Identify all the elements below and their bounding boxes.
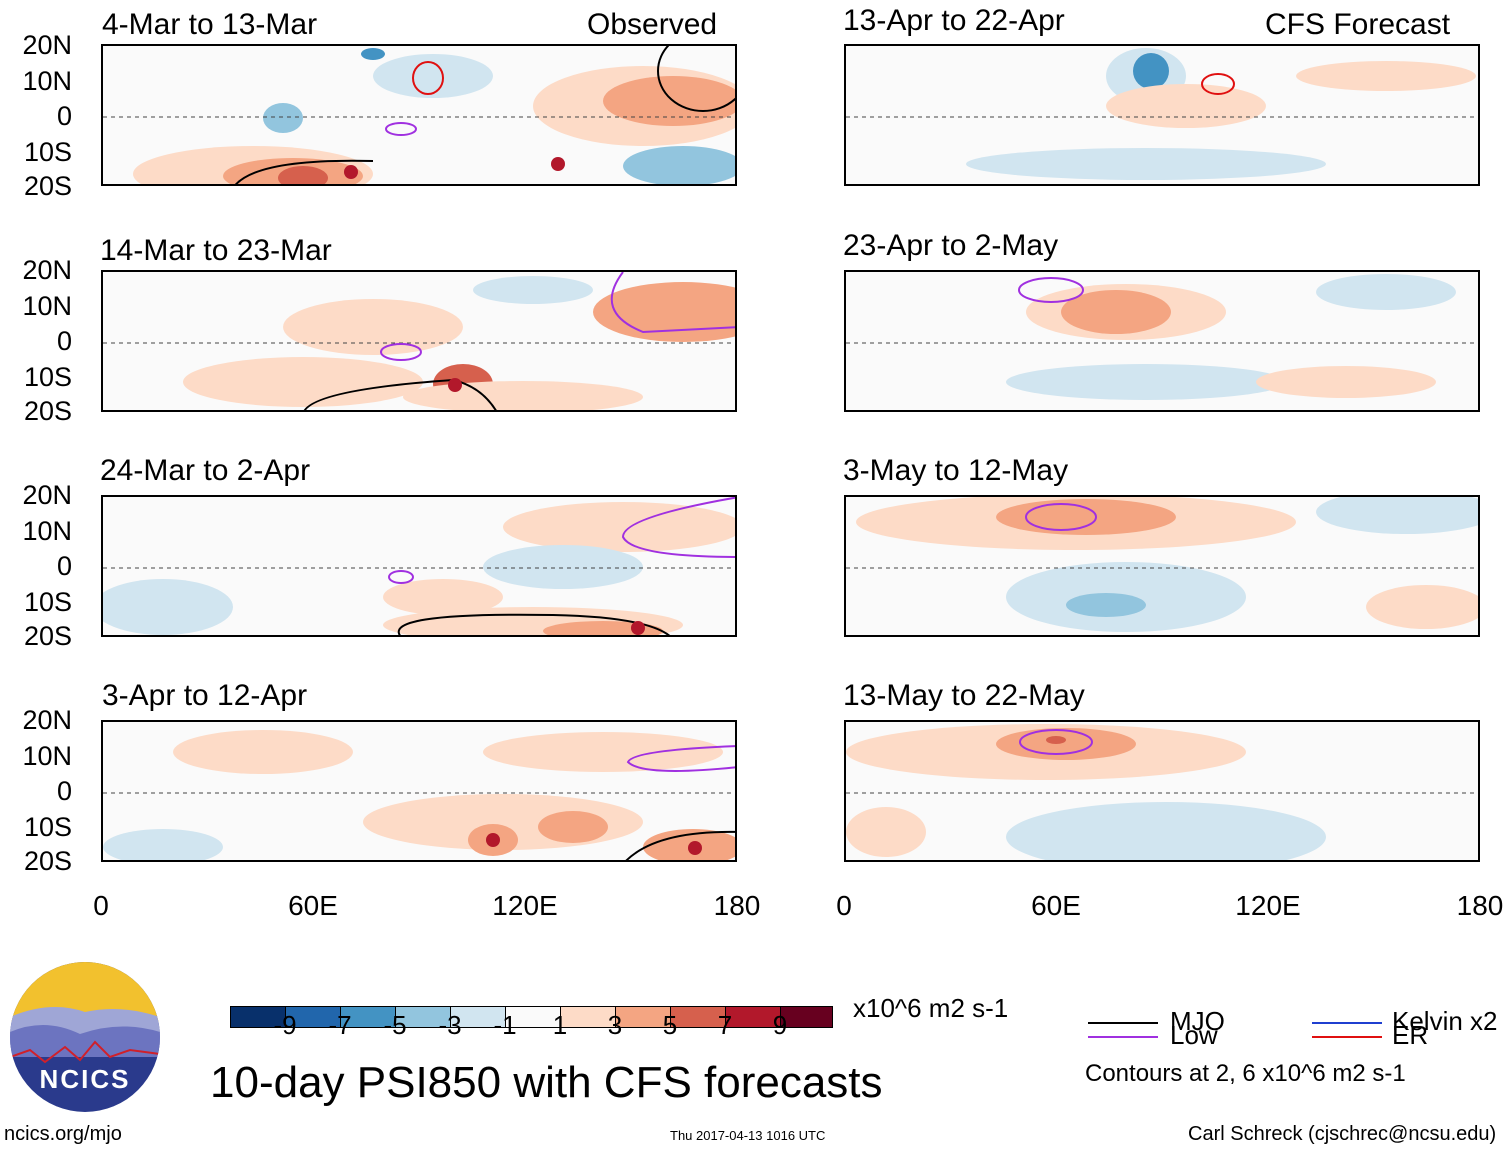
x-tick-label: 0: [836, 890, 852, 921]
y-tick-label: 0: [56, 551, 72, 581]
panel-5-field: [846, 48, 1478, 180]
units-label: x10^6 m2 s-1: [853, 993, 1009, 1023]
observed-label: Observed: [587, 8, 718, 41]
panel-3-field: [103, 497, 735, 635]
legend-swatch: [1312, 1036, 1382, 1038]
y-tick-label: 0: [56, 101, 72, 131]
site-link[interactable]: ncics.org/mjo: [4, 1123, 122, 1145]
y-tick-label: 20S: [23, 396, 72, 426]
y-tick-label: 10N: [22, 66, 72, 96]
y-tick-label: 10N: [22, 741, 72, 771]
panel-title-4: 3-Apr to 12-Apr: [102, 679, 308, 712]
legend-item: Kelvin x2: [1392, 1006, 1498, 1036]
x-tick-label: 180: [1456, 890, 1504, 921]
colorbar-label: 7: [717, 1010, 733, 1040]
legend-swatch: [1312, 1022, 1382, 1024]
colorbar-label: 9: [772, 1010, 788, 1040]
colorbar-swatch: [780, 1006, 833, 1028]
y-tick-label: 20S: [23, 621, 72, 651]
y-tick-label: 20S: [23, 846, 72, 876]
map-panel-5: [844, 44, 1480, 186]
map-panel-7: [844, 495, 1480, 637]
panel-1-field: [103, 46, 735, 184]
main-title: 10-day PSI850 with CFS forecasts: [210, 1058, 883, 1107]
legend-item: ER: [1392, 1020, 1429, 1050]
map-panel-1: [101, 44, 737, 186]
panel-2-field: [103, 272, 735, 410]
colorbar-label: -9: [273, 1010, 297, 1040]
panel-4-field: [103, 730, 735, 860]
y-tick-label: 20N: [22, 255, 72, 285]
timestamp: Thu 2017-04-13 1016 UTC: [670, 1128, 826, 1143]
panel-title-6: 23-Apr to 2-May: [843, 229, 1059, 262]
colorbar-label: 5: [662, 1010, 678, 1040]
y-tick-label: 10N: [22, 291, 72, 321]
panel-7-field: [846, 497, 1478, 632]
y-tick-label: 20N: [22, 705, 72, 735]
y-tick-label: 20S: [23, 171, 72, 201]
panel-title-5: 13-Apr to 22-Apr: [843, 4, 1065, 37]
x-tick-label: 120E: [1235, 890, 1301, 921]
legend-item: Low: [1170, 1020, 1218, 1050]
x-tick-label: 0: [93, 890, 109, 921]
y-tick-label: 10S: [23, 812, 72, 842]
panel-8-field: [846, 724, 1478, 860]
y-tick-label: 0: [56, 326, 72, 356]
y-tick-label: 10S: [23, 137, 72, 167]
map-panel-6: [844, 270, 1480, 412]
y-tick-label: 10S: [23, 587, 72, 617]
x-tick-label: 180: [713, 890, 761, 921]
author: Carl Schreck (cjschrec@ncsu.edu): [1188, 1123, 1497, 1145]
colorbar-label: -1: [493, 1010, 517, 1040]
map-panel-2: [101, 270, 737, 412]
panel-6-field: [846, 274, 1478, 400]
contours-note: Contours at 2, 6 x10^6 m2 s-1: [1085, 1060, 1406, 1087]
x-tick-label: 60E: [288, 890, 338, 921]
y-tick-label: 10N: [22, 516, 72, 546]
logo-text: NCICS: [39, 1064, 131, 1094]
colorbar-label: 3: [607, 1010, 623, 1040]
x-tick-label: 60E: [1031, 890, 1081, 921]
legend-swatch: [1088, 1022, 1158, 1024]
colorbar-label: -3: [438, 1010, 462, 1040]
colorbar-label: -5: [383, 1010, 407, 1040]
panel-title-7: 3-May to 12-May: [843, 454, 1069, 487]
map-panel-3: [101, 495, 737, 637]
panel-title-3: 24-Mar to 2-Apr: [100, 454, 311, 487]
y-tick-label: 10S: [23, 362, 72, 392]
map-panel-8: [844, 720, 1480, 862]
colorbar-label: 1: [552, 1010, 568, 1040]
forecast-label: CFS Forecast: [1265, 8, 1451, 41]
ncics-logo: NCICS: [10, 962, 160, 1112]
colorbar-label: -7: [328, 1010, 352, 1040]
y-tick-label: 0: [56, 776, 72, 806]
map-panel-4: [101, 720, 737, 862]
panel-title-1: 4-Mar to 13-Mar: [102, 8, 318, 41]
panel-title-8: 13-May to 22-May: [843, 679, 1085, 712]
y-tick-label: 20N: [22, 30, 72, 60]
legend-swatch: [1088, 1036, 1158, 1038]
panel-title-2: 14-Mar to 23-Mar: [100, 234, 332, 267]
x-tick-label: 120E: [492, 890, 558, 921]
y-tick-label: 20N: [22, 480, 72, 510]
legend-item: MJO: [1170, 1006, 1225, 1036]
